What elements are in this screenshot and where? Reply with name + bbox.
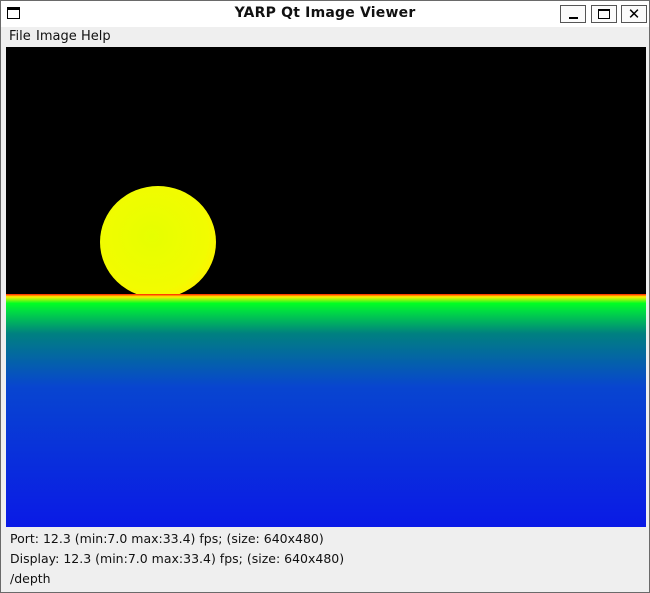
ground-plane [6,294,646,527]
minimize-button[interactable] [560,5,586,23]
display-fps-status: Display: 12.3 (min:7.0 max:33.4) fps; (s… [10,551,345,566]
minimize-icon [569,17,578,19]
close-button[interactable]: ✕ [621,5,647,23]
title-bar[interactable]: YARP Qt Image Viewer ✕ [1,1,649,28]
sphere-object [100,186,216,298]
menu-file[interactable]: File [9,29,31,44]
menu-image[interactable]: Image [36,29,77,44]
menu-bar: File Image Help [1,27,649,47]
maximize-button[interactable] [591,5,617,23]
depth-image [6,47,646,527]
close-icon: ✕ [627,5,641,23]
window-menu-icon[interactable] [7,7,20,19]
menu-help[interactable]: Help [81,29,111,44]
image-display[interactable] [6,47,646,527]
port-fps-status: Port: 12.3 (min:7.0 max:33.4) fps; (size… [10,531,324,546]
maximize-icon [598,9,610,19]
port-name-label: /depth [10,571,51,586]
window-title: YARP Qt Image Viewer [234,5,416,21]
